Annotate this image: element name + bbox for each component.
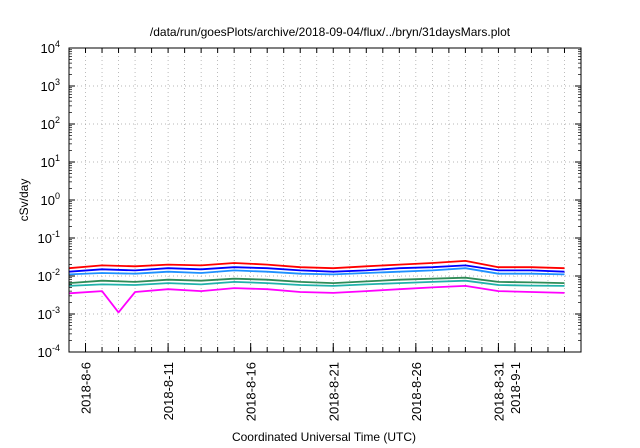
x-tick-label: 2018-8-16 bbox=[244, 362, 259, 421]
x-axis-label: Coordinated Universal Time (UTC) bbox=[232, 430, 416, 444]
y-tick-label: 10-4 bbox=[38, 343, 60, 360]
x-ticks: 2018-8-6 2018-8-11 2018-8-16 2018-8-21 2018-… bbox=[79, 48, 565, 421]
x-tick-label: 2018-8-11 bbox=[161, 362, 176, 420]
y-tick-label: 10-3 bbox=[38, 305, 60, 322]
series-line-3 bbox=[68, 267, 565, 276]
x-tick-label: 2018-8-31 bbox=[491, 362, 506, 421]
y-tick-label: 10-2 bbox=[38, 267, 60, 284]
y-tick-label: 100 bbox=[41, 191, 60, 208]
y-axis-label: cSv/day bbox=[17, 179, 31, 222]
grid bbox=[69, 48, 581, 352]
x-tick-label: 2018-9-1 bbox=[508, 362, 523, 414]
series-line-2 bbox=[68, 264, 565, 273]
y-tick-label: 104 bbox=[41, 39, 60, 56]
x-tick-label: 2018-8-21 bbox=[326, 362, 341, 421]
y-tick-label: 103 bbox=[41, 77, 60, 94]
series-line-4 bbox=[68, 276, 565, 285]
series-line-6 bbox=[68, 284, 565, 314]
series-line-5 bbox=[68, 279, 565, 287]
series-line-1 bbox=[68, 259, 565, 270]
chart-title: /data/run/goesPlots/archive/2018-09-04/f… bbox=[150, 25, 511, 39]
y-tick-label: 10-1 bbox=[38, 229, 60, 246]
y-tick-label: 101 bbox=[41, 153, 60, 170]
y-tick-label: 102 bbox=[41, 115, 60, 132]
x-tick-label: 2018-8-26 bbox=[409, 362, 424, 421]
series-layer bbox=[68, 259, 565, 314]
x-tick-label: 2018-8-6 bbox=[79, 362, 94, 414]
